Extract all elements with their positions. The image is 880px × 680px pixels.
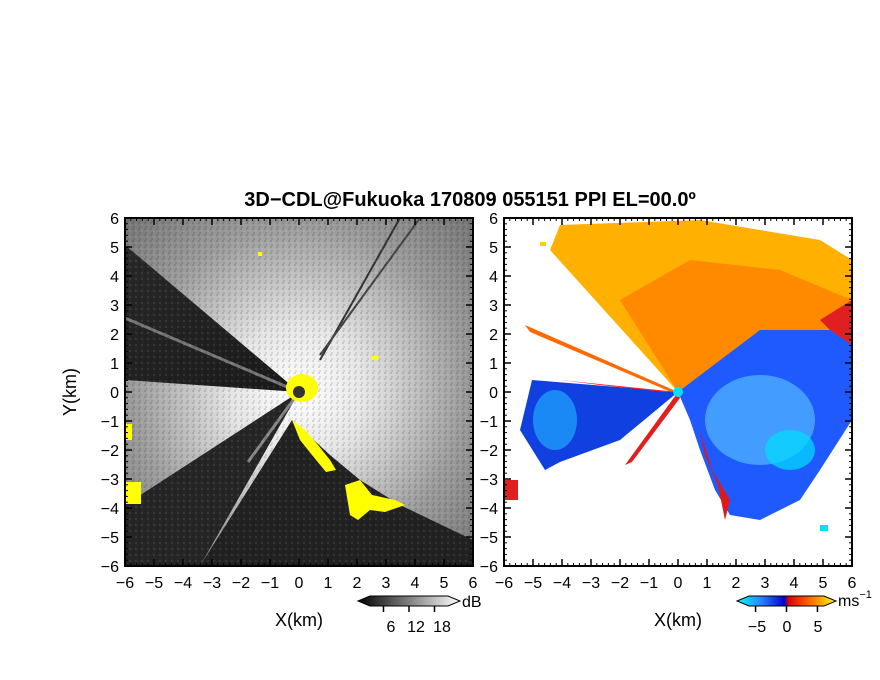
right-x-axis-label: X(km): [654, 610, 702, 630]
y-tick-label: −2: [480, 443, 498, 460]
y-tick-label: 1: [110, 356, 119, 373]
x-tick-label: 0: [674, 575, 683, 592]
y-tick-label: −4: [480, 501, 498, 518]
x-tick-label: 3: [382, 575, 391, 592]
colorbar-velocity-tick-label: 0: [783, 619, 792, 636]
x-tick-label: 0: [295, 575, 304, 592]
colorbar-snr-ticks: [382, 606, 436, 612]
x-tick-label: 5: [440, 575, 449, 592]
y-tick-label: −6: [480, 559, 498, 576]
x-tick-label: 2: [732, 575, 741, 592]
colorbar-velocity-bar: [735, 595, 838, 607]
x-tick-label: 4: [790, 575, 799, 592]
velocity-red-edge: [625, 392, 680, 465]
y-tick-label: 6: [489, 211, 498, 228]
x-tick-label: −5: [524, 575, 542, 592]
figure-title: 3D−CDL@Fukuoka 170809 055151 PPI EL=00.0…: [244, 189, 696, 211]
y-tick-label: 4: [489, 269, 498, 286]
velocity-sector-north-inner: [620, 260, 852, 392]
right-axes: −6 −5 −4 −3 −2 −1 0 1 2 3 4 5 6 −6 −5 −4 −3 −2 −1 0 1 2 3 4 5 6: [480, 211, 857, 592]
y-tick-label: 3: [489, 298, 498, 315]
colorbar-snr-unit: dB: [462, 594, 482, 611]
y-tick-label: 2: [489, 327, 498, 344]
x-tick-label: −1: [640, 575, 658, 592]
x-tick-label: −3: [203, 575, 221, 592]
y-tick-label: −6: [101, 559, 119, 576]
y-tick-label: −4: [101, 501, 119, 518]
x-tick-label: −6: [495, 575, 513, 592]
x-tick-label: 1: [324, 575, 333, 592]
y-tick-label: −3: [480, 472, 498, 489]
x-tick-label: 4: [411, 575, 420, 592]
left-x-axis-label: X(km): [275, 610, 323, 630]
y-tick-label: −3: [101, 472, 119, 489]
y-tick-label: 0: [489, 385, 498, 402]
y-tick-label: 5: [110, 240, 119, 257]
colorbar-snr-tick-label: 6: [387, 619, 396, 636]
x-tick-label: 6: [469, 575, 478, 592]
y-tick-label: 5: [489, 240, 498, 257]
colorbar-snr-tick-label: 18: [433, 619, 451, 636]
y-tick-label: 4: [110, 269, 119, 286]
x-tick-label: −4: [174, 575, 192, 592]
x-tick-label: −4: [553, 575, 571, 592]
colorbar-velocity-tick-label: 5: [814, 619, 823, 636]
y-tick-label: 2: [110, 327, 119, 344]
x-tick-label: −6: [116, 575, 134, 592]
y-tick-label: 0: [110, 385, 119, 402]
y-tick-label: −2: [101, 443, 119, 460]
colorbar-snr: dB 6 12 18: [356, 594, 482, 636]
velocity-red-edge: [560, 380, 678, 392]
y-tick-label: 1: [489, 356, 498, 373]
x-tick-label: 1: [703, 575, 712, 592]
velocity-red-edge: [700, 430, 730, 520]
x-tick-label: −5: [145, 575, 163, 592]
colorbar-velocity-unit: ms−1: [838, 589, 872, 610]
x-tick-label: 6: [848, 575, 857, 592]
velocity-image: [504, 218, 852, 566]
x-tick-label: −2: [611, 575, 629, 592]
x-tick-label: 3: [761, 575, 770, 592]
left-y-axis-label: Y(km): [60, 368, 80, 416]
x-tick-label: 5: [819, 575, 828, 592]
colorbar-velocity-ticks: [754, 606, 819, 612]
velocity-sector-west-ray: [525, 325, 678, 395]
y-tick-label: −5: [480, 530, 498, 547]
left-axes: −6 −5 −4 −3 −2 −1 0 1 2 3 4 5 6 −6 −5 −4 −3 −2 −1 0 1 2 3 4 5 6: [101, 211, 478, 592]
colorbar-velocity-unit-base: ms: [838, 593, 859, 610]
y-tick-label: −1: [480, 414, 498, 431]
y-tick-label: −5: [101, 530, 119, 547]
colorbar-snr-bar: [356, 595, 462, 607]
colorbar-velocity: ms−1 −5 0 5: [735, 589, 872, 636]
y-tick-label: −1: [101, 414, 119, 431]
colorbar-velocity-tick-label: −5: [748, 619, 766, 636]
x-tick-label: −3: [582, 575, 600, 592]
velocity-red-edge: [820, 300, 852, 345]
x-tick-label: −2: [232, 575, 250, 592]
colorbar-snr-tick-label: 12: [407, 619, 425, 636]
x-tick-label: −1: [261, 575, 279, 592]
y-tick-label: 6: [110, 211, 119, 228]
snr-image: [125, 218, 473, 566]
x-tick-label: 2: [353, 575, 362, 592]
colorbar-velocity-unit-exponent: −1: [859, 589, 872, 601]
y-tick-label: 3: [110, 298, 119, 315]
